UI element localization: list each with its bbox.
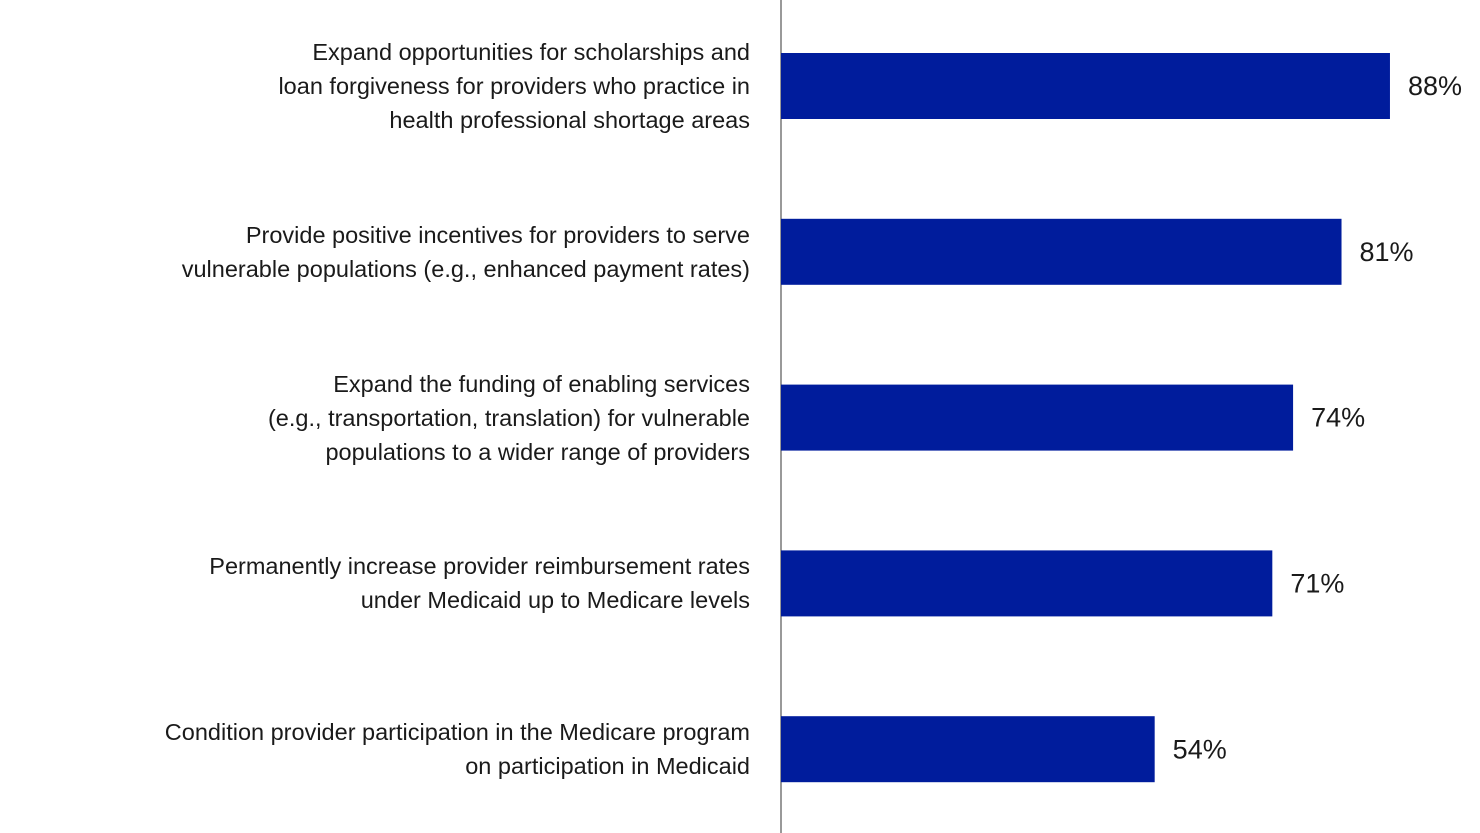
- bar: [781, 550, 1273, 617]
- category-label: Provide positive incentives for provider…: [181, 221, 750, 282]
- category-label: Permanently increase provider reimbursem…: [209, 553, 750, 614]
- value-label: 74%: [1311, 403, 1365, 433]
- bar: [781, 716, 1155, 783]
- value-label: 54%: [1173, 734, 1227, 764]
- category-label: Expand opportunities for scholarships an…: [278, 39, 750, 133]
- bar: [781, 53, 1390, 119]
- category-label: Expand the funding of enabling services …: [267, 370, 750, 465]
- category-label: Condition provider participation in the …: [164, 719, 750, 780]
- bar: [781, 218, 1342, 285]
- bar: [781, 384, 1294, 451]
- value-label: 71%: [1290, 569, 1344, 599]
- value-label: 88%: [1408, 71, 1462, 101]
- value-label: 81%: [1360, 237, 1414, 267]
